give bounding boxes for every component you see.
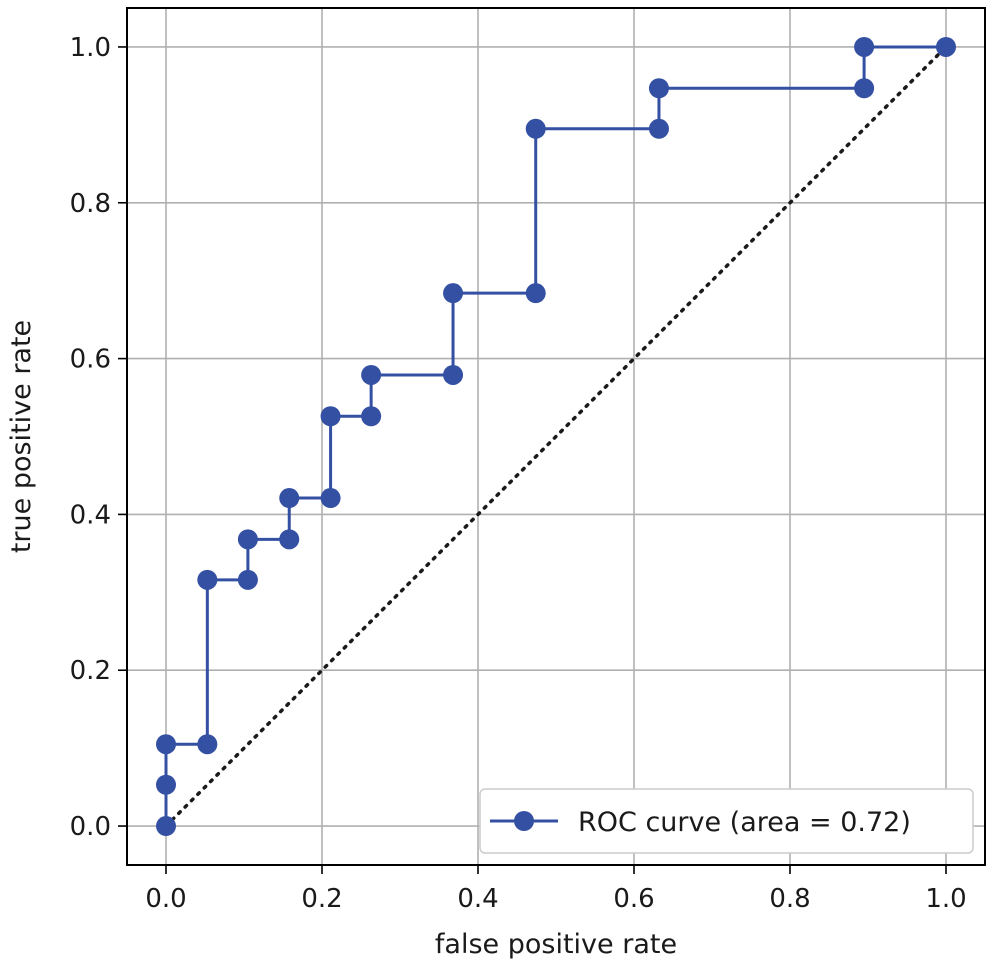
- roc-data-point: [361, 364, 382, 385]
- roc-data-point: [279, 488, 300, 509]
- y-tick-label: 0.2: [70, 656, 111, 686]
- x-tick-label: 1.0: [925, 884, 966, 914]
- roc-data-point: [237, 529, 258, 550]
- x-tick-label: 0.0: [145, 884, 186, 914]
- roc-data-point: [648, 78, 669, 99]
- x-tick-label: 0.6: [613, 884, 654, 914]
- x-tick-label: 0.8: [769, 884, 810, 914]
- reference-diagonal-line: [164, 45, 948, 828]
- roc-data-point: [197, 734, 218, 755]
- roc-series-group: [156, 36, 956, 837]
- roc-data-point: [648, 118, 669, 139]
- roc-data-point: [320, 406, 341, 427]
- roc-data-point: [156, 774, 176, 795]
- roc-data-point: [320, 488, 341, 509]
- roc-data-point: [854, 78, 875, 99]
- roc-data-point: [443, 283, 464, 304]
- roc-data-point: [197, 569, 218, 590]
- y-axis-label: true positive rate: [6, 320, 37, 553]
- x-tick-label: 0.2: [301, 884, 342, 914]
- roc-data-point: [525, 118, 546, 139]
- roc-data-point: [279, 529, 300, 550]
- roc-data-point: [361, 406, 382, 427]
- roc-data-point: [443, 364, 464, 385]
- roc-data-point: [237, 569, 258, 590]
- roc-data-point: [936, 36, 956, 57]
- roc-data-point: [854, 36, 875, 57]
- legend-label: ROC curve (area = 0.72): [578, 807, 911, 838]
- legend: ROC curve (area = 0.72): [479, 788, 974, 854]
- y-tick-label: 0.8: [70, 189, 111, 219]
- grid-lines: [127, 8, 985, 865]
- y-axis-ticks: 0.0 0.2 0.4 0.6 0.8 1.0: [70, 33, 127, 842]
- y-tick-label: 0.6: [70, 345, 111, 375]
- roc-data-point: [156, 816, 176, 837]
- y-tick-label: 1.0: [70, 33, 111, 63]
- plot-frame: [126, 7, 986, 866]
- legend-marker-sample: [514, 811, 534, 831]
- reference-diagonal-group: [164, 45, 948, 828]
- y-tick-label: 0.4: [70, 500, 111, 530]
- roc-curve-line: [164, 45, 946, 827]
- x-axis-ticks: 0.0 0.2 0.4 0.6 0.8 1.0: [145, 865, 967, 914]
- x-tick-label: 0.4: [457, 884, 498, 914]
- y-tick-label: 0.0: [70, 812, 111, 842]
- roc-data-point: [525, 283, 546, 304]
- roc-data-point: [156, 734, 176, 755]
- legend-box: [479, 788, 974, 854]
- x-axis-label: false positive rate: [435, 929, 677, 960]
